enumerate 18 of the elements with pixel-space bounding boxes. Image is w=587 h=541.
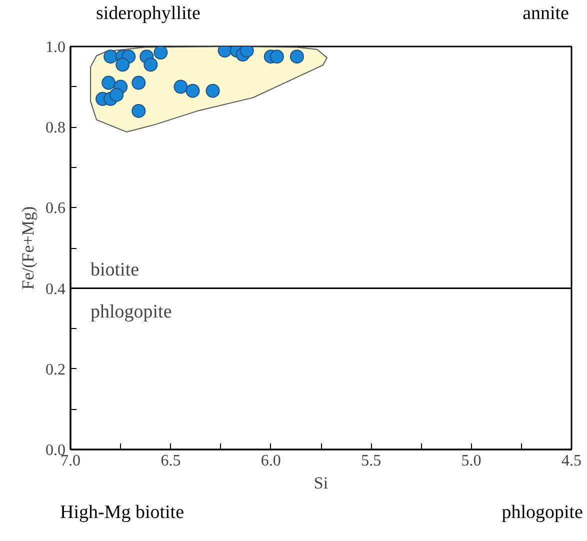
- y-tick-label: 0.6: [46, 200, 66, 218]
- text: siderophyllite: [96, 2, 200, 26]
- text: phlogopite: [502, 501, 583, 525]
- y-tick-label: 0.2: [46, 361, 66, 378]
- annotation: biotite: [90, 259, 140, 280]
- x-tick-label: 6.0: [260, 452, 281, 470]
- x-tick-label: 6.5: [160, 452, 181, 470]
- x-tick-label: 5.5: [361, 452, 382, 470]
- x-axis-title: Si: [314, 474, 328, 492]
- annotation: phlogopite: [90, 301, 172, 322]
- text: annite: [522, 2, 569, 26]
- y-tick-label: 0.8: [46, 120, 66, 137]
- x-tick-label: 4.5: [562, 452, 582, 470]
- y-tick-label: 0.4: [46, 280, 66, 298]
- y-tick-label: 1.0: [46, 39, 66, 56]
- text: High-Mg biotite: [60, 501, 184, 525]
- y-axis-title: Fe/(Fe+Mg): [18, 206, 38, 290]
- x-tick-label: 5.0: [461, 452, 482, 470]
